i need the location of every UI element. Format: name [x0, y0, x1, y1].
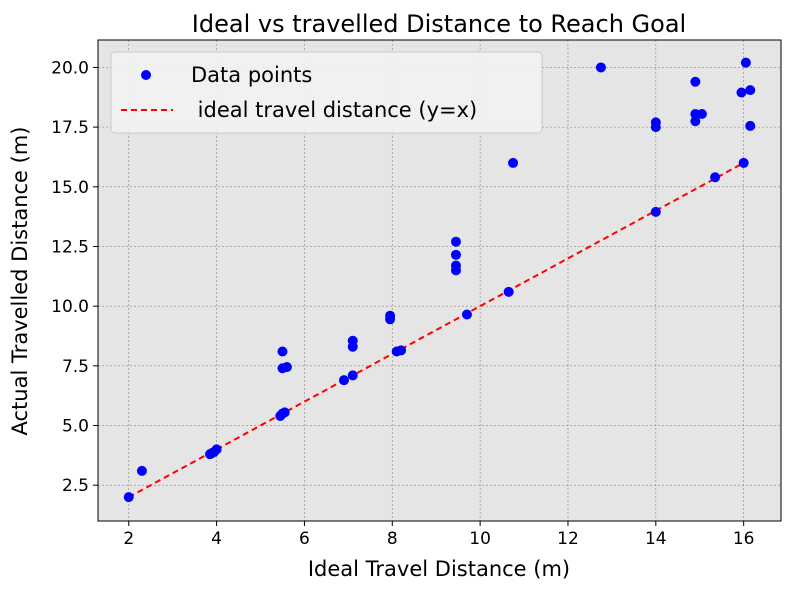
y-tick-label: 15.0	[51, 178, 89, 198]
legend-label-data-points: Data points	[191, 63, 312, 87]
data-point	[123, 492, 134, 503]
data-point	[740, 57, 751, 68]
data-point	[508, 157, 519, 168]
data-point	[650, 122, 661, 133]
data-point	[595, 62, 606, 73]
y-tick-label: 20.0	[51, 58, 89, 78]
data-point	[503, 286, 514, 297]
data-point	[385, 314, 396, 325]
data-point	[738, 157, 749, 168]
x-tick-label: 6	[299, 529, 310, 549]
plot-frame	[97, 39, 782, 522]
y-axis-ticks: 2.5 5.0 7.5 10.0 12.5 15.0 17.5 20.0	[51, 58, 98, 496]
data-point	[710, 172, 721, 183]
legend-marker-data-points	[141, 70, 151, 80]
data-point	[696, 109, 707, 119]
data-point	[338, 375, 349, 386]
data-point	[279, 407, 290, 418]
data-point	[347, 341, 358, 352]
data-point	[450, 236, 461, 247]
data-point	[650, 206, 661, 217]
legend-box	[110, 51, 543, 134]
data-point	[745, 85, 756, 96]
y-tick-label: 2.5	[62, 476, 89, 496]
data-point	[450, 249, 461, 260]
x-tick-label: 4	[211, 529, 222, 549]
y-axis-label: Actual Travelled Distance (m)	[8, 127, 32, 436]
y-tick-label: 12.5	[51, 237, 89, 257]
data-point	[745, 120, 756, 131]
data-point	[347, 370, 358, 381]
y-tick-label: 5.0	[62, 417, 89, 437]
x-tick-label: 12	[557, 529, 579, 549]
y-tick-label: 7.5	[62, 357, 89, 377]
legend-label-ideal-line: ideal travel distance (y=x)	[191, 98, 477, 122]
legend: Data points ideal travel distance (y=x)	[110, 51, 543, 134]
x-tick-label: 10	[469, 529, 491, 549]
y-tick-label: 10.0	[51, 297, 89, 317]
x-tick-label: 8	[387, 529, 398, 549]
x-tick-label: 16	[733, 529, 755, 549]
data-point	[736, 87, 747, 98]
y-tick-label: 17.5	[51, 118, 89, 138]
x-axis-ticks: 2 4 6 8 10 12 14 16	[123, 521, 754, 549]
x-tick-label: 14	[645, 529, 667, 549]
x-axis-label: Ideal Travel Distance (m)	[308, 557, 570, 581]
x-tick-label: 2	[123, 529, 134, 549]
data-point	[690, 116, 701, 127]
data-points-layer	[123, 57, 756, 503]
data-point	[211, 444, 222, 455]
data-point	[277, 346, 288, 357]
data-point	[136, 465, 147, 476]
data-point	[281, 362, 292, 373]
ideal-distance-line	[128, 162, 745, 499]
ideal-line-layer	[128, 162, 745, 499]
data-point	[461, 309, 472, 320]
data-point	[450, 265, 461, 276]
chart-title: Ideal vs travelled Distance to Reach Goa…	[192, 10, 686, 38]
data-point	[690, 76, 701, 87]
data-point	[396, 345, 407, 356]
